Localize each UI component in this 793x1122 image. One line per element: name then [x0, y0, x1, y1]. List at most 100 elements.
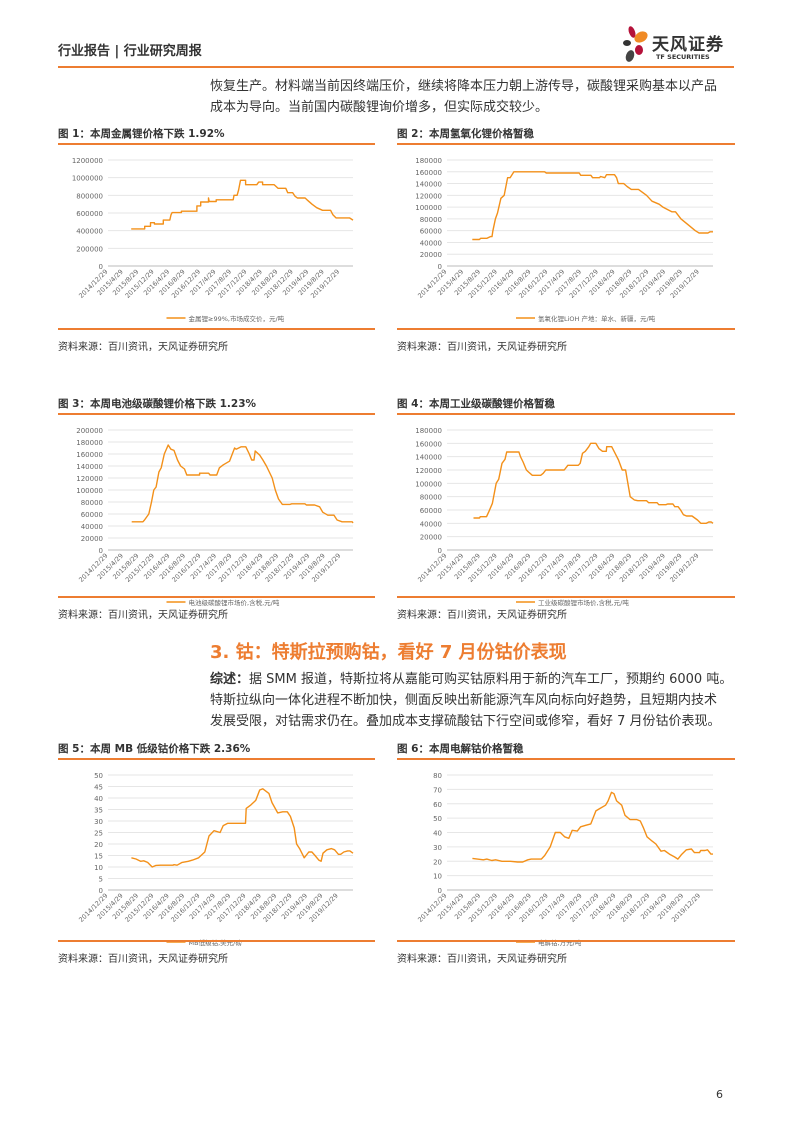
- figure-source: 资料来源：百川资讯，天风证券研究所: [397, 954, 567, 965]
- logo-petals-icon: [623, 26, 648, 62]
- section-summary: 综述：据 SMM 报道，特斯拉将从嘉能可购买钴原料用于新的汽车工厂，预期约 60…: [210, 669, 732, 732]
- summary-lead: 综述：: [210, 672, 250, 687]
- y-tick-label: 120000: [415, 467, 442, 475]
- summary-line: 特斯拉纵向一体化进程不断加快，侧面反映出新能源汽车风向标向好趋势，且短期内技术: [210, 693, 718, 708]
- series-line: [472, 791, 713, 863]
- line-chart: 0 20000 40000 60000 80000 100000 120000 140000 1…: [415, 427, 714, 607]
- source-divider: [397, 940, 735, 942]
- y-tick-label: 140000: [415, 454, 442, 462]
- y-tick-label: 0: [438, 887, 442, 895]
- y-tick-label: 20: [94, 841, 103, 849]
- y-tick-label: 60: [433, 801, 442, 809]
- series-line: [131, 179, 354, 230]
- legend-label: 电解钴,万元/吨: [538, 938, 582, 947]
- y-tick-label: 160000: [415, 169, 442, 177]
- y-tick-label: 15: [94, 853, 103, 861]
- source-divider: [58, 940, 375, 942]
- y-tick-label: 0: [99, 547, 103, 555]
- y-tick-label: 10: [94, 864, 103, 872]
- y-tick-label: 10: [433, 873, 442, 881]
- y-tick-label: 140000: [76, 463, 103, 471]
- legend-label: 氢氧化锂LiOH 产地：单水、新疆，元/吨: [538, 314, 656, 323]
- intro-line: 成本为导向。当前国内碳酸锂询价增多，但实际成交较少。: [210, 100, 549, 115]
- y-tick-label: 0: [99, 887, 103, 895]
- y-tick-label: 30: [433, 844, 442, 852]
- series-line: [472, 171, 713, 241]
- y-tick-label: 40000: [420, 520, 442, 528]
- figure-title: 图 4：本周工业级碳酸锂价格暂稳: [397, 398, 555, 410]
- y-tick-label: 800000: [76, 192, 103, 200]
- y-tick-label: 600000: [76, 210, 103, 218]
- series-line: [473, 442, 714, 524]
- y-tick-label: 1200000: [72, 157, 103, 165]
- y-tick-label: 60000: [420, 228, 442, 236]
- figure-source: 资料来源：百川资讯，天风证券研究所: [397, 610, 567, 621]
- line-chart: 0 20000 40000 60000 80000 100000 120000 140000 1…: [415, 157, 713, 323]
- y-tick-label: 35: [94, 807, 103, 815]
- section-heading: 3. 钴：特斯拉预购钴，看好 7 月份钴价表现: [210, 642, 567, 663]
- series-line: [131, 788, 354, 868]
- y-tick-label: 80000: [420, 494, 442, 502]
- y-tick-label: 50: [433, 815, 442, 823]
- figure-divider: [397, 758, 735, 760]
- y-tick-label: 20000: [420, 534, 442, 542]
- summary-line: 发展受限，对钴需求仍在。叠加成本支撑硫酸钴下行空间或修窄，看好 7 月份钴价表现…: [210, 714, 721, 729]
- report-header-title: 行业报告 | 行业研究周报: [58, 44, 202, 59]
- figure-divider: [58, 413, 375, 415]
- y-tick-label: 5: [99, 876, 103, 884]
- y-tick-label: 180000: [415, 427, 442, 435]
- logo-text-cn: 天风证券: [652, 35, 724, 55]
- y-tick-label: 45: [94, 784, 103, 792]
- y-tick-label: 20: [433, 858, 442, 866]
- line-chart: 051015202530354045502014/12/292015/4/292…: [77, 772, 354, 947]
- legend-label: 工业级碳酸锂市场价,含税,元/吨: [538, 598, 629, 607]
- legend-label: 金属锂≥99%,市场成交价，元/吨: [189, 314, 285, 323]
- legend-label: MB低级钴,美元/磅: [189, 938, 243, 947]
- y-tick-label: 40: [433, 830, 442, 838]
- y-tick-label: 20000: [81, 535, 103, 543]
- figure-divider: [397, 413, 735, 415]
- y-tick-label: 40000: [81, 523, 103, 531]
- y-tick-label: 180000: [76, 439, 103, 447]
- line-chart: 0200000400000600000800000100000012000002…: [72, 157, 354, 323]
- y-tick-label: 80000: [81, 499, 103, 507]
- y-tick-label: 20000: [420, 251, 442, 259]
- y-tick-label: 180000: [415, 157, 442, 165]
- figure-divider: [58, 758, 375, 760]
- intro-paragraph: 恢复生产。材料端当前因终端压价，继续将降本压力朝上游传导，碳酸锂采购基本以产品 …: [210, 76, 717, 118]
- figure-title: 图 5：本周 MB 低级钴价格下跌 2.36%: [58, 743, 251, 755]
- y-tick-label: 0: [438, 547, 442, 555]
- y-tick-label: 30: [94, 818, 103, 826]
- y-tick-label: 140000: [415, 181, 442, 189]
- y-tick-label: 200000: [76, 427, 103, 435]
- page-number: 6: [716, 1088, 723, 1101]
- intro-line: 恢复生产。材料端当前因终端压价，继续将降本压力朝上游传导，碳酸锂采购基本以产品: [210, 79, 718, 94]
- y-tick-label: 0: [99, 263, 103, 271]
- source-divider: [58, 328, 375, 330]
- y-tick-label: 1000000: [72, 175, 103, 183]
- figure-title: 图 1：本周金属锂价格下跌 1.92%: [58, 128, 225, 140]
- y-tick-label: 0: [438, 263, 442, 271]
- y-tick-label: 70: [433, 786, 442, 794]
- y-tick-label: 120000: [415, 192, 442, 200]
- figure-title: 图 3：本周电池级碳酸锂价格下跌 1.23%: [58, 398, 257, 410]
- source-divider: [397, 328, 735, 330]
- line-chart: 0 20000 40000 60000 80000 100000 120000 140000 1…: [76, 427, 354, 607]
- figure-divider: [397, 143, 735, 145]
- y-tick-label: 100000: [415, 204, 442, 212]
- line-chart: 010203040506070802014/12/292015/4/292015…: [416, 772, 713, 947]
- y-tick-label: 40: [94, 795, 103, 803]
- figure-source: 资料来源：百川资讯，天风证券研究所: [397, 342, 567, 353]
- source-divider: [58, 596, 375, 598]
- y-tick-label: 60000: [420, 507, 442, 515]
- y-tick-label: 160000: [76, 451, 103, 459]
- figure-source: 资料来源：百川资讯，天风证券研究所: [58, 954, 228, 965]
- y-tick-label: 25: [94, 830, 103, 838]
- tf-securities-logo: 天风证券 TF SECURITIES: [622, 26, 734, 66]
- y-tick-label: 80: [433, 772, 442, 780]
- figure-divider: [58, 143, 375, 145]
- y-tick-label: 400000: [76, 228, 103, 236]
- y-tick-label: 60000: [81, 511, 103, 519]
- figure-source: 资料来源：百川资讯，天风证券研究所: [58, 342, 228, 353]
- source-divider: [397, 596, 735, 598]
